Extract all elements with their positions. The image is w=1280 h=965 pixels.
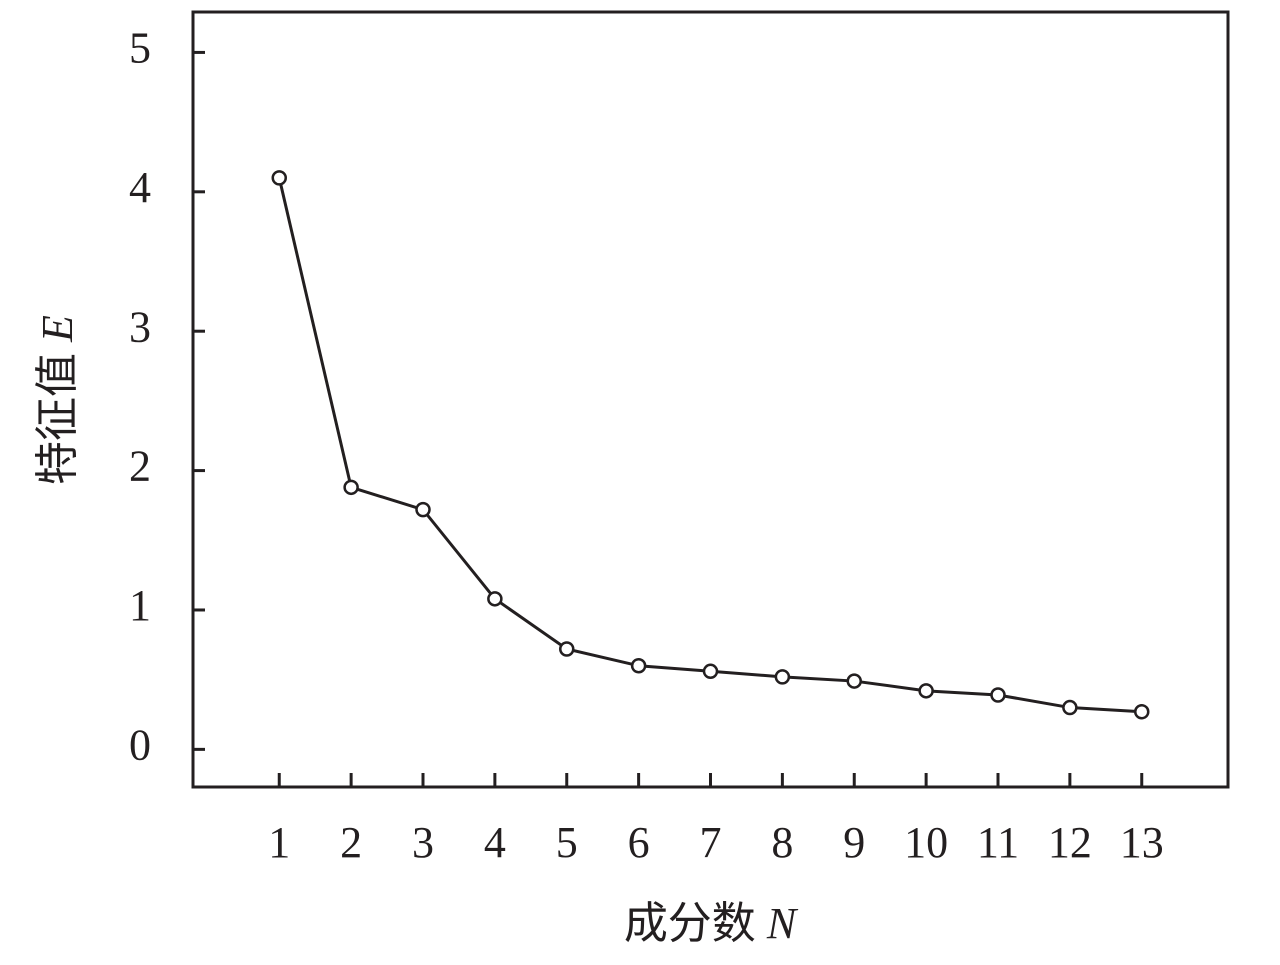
x-tick-label: 9 bbox=[843, 818, 865, 867]
y-tick-label: 1 bbox=[129, 581, 151, 630]
y-tick-label: 4 bbox=[129, 163, 151, 212]
x-tick-label: 4 bbox=[484, 818, 506, 867]
data-point bbox=[702, 663, 719, 680]
data-point bbox=[774, 669, 791, 685]
x-axis-title: 成分数 N bbox=[624, 899, 799, 948]
x-tick-label: 1 bbox=[268, 818, 290, 867]
x-tick-label: 13 bbox=[1120, 818, 1164, 867]
data-point bbox=[1062, 699, 1078, 716]
x-tick-label: 12 bbox=[1048, 818, 1092, 867]
x-tick-label: 11 bbox=[977, 818, 1019, 867]
x-tick-label: 8 bbox=[771, 818, 793, 867]
data-point bbox=[990, 687, 1006, 703]
data-point bbox=[415, 501, 431, 518]
y-tick-label: 3 bbox=[129, 302, 151, 351]
data-point bbox=[271, 170, 287, 186]
data-point bbox=[630, 657, 647, 674]
data-point bbox=[343, 479, 359, 496]
x-tick-label: 7 bbox=[700, 818, 722, 867]
x-tick-label: 5 bbox=[556, 818, 578, 867]
data-point bbox=[918, 683, 934, 699]
x-tick-label: 6 bbox=[628, 818, 650, 867]
y-axis-title: 特征值 E bbox=[33, 315, 82, 485]
data-point bbox=[487, 591, 503, 607]
y-tick-label: 5 bbox=[129, 24, 151, 73]
data-point bbox=[1134, 703, 1150, 720]
y-tick-label: 2 bbox=[129, 442, 151, 491]
data-point bbox=[846, 673, 862, 689]
y-tick-label: 0 bbox=[129, 720, 151, 769]
data-point bbox=[559, 641, 575, 657]
data-line bbox=[277, 177, 1142, 714]
x-tick-label: 10 bbox=[904, 818, 948, 867]
x-tick-label: 3 bbox=[412, 818, 434, 867]
x-tick-label: 2 bbox=[340, 818, 362, 867]
